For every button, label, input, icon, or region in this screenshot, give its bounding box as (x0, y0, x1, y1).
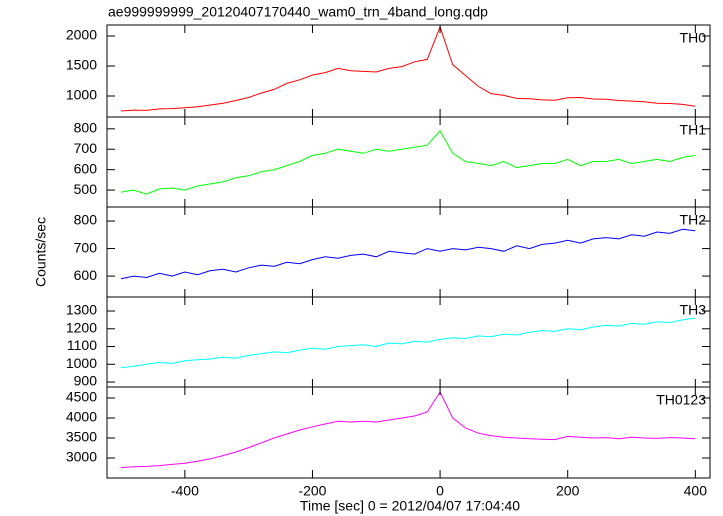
panel-frame (106, 206, 711, 298)
y-axis-label: Counts/sec (33, 217, 49, 287)
chart-title: ae999999999_20120407170440_wam0_trn_4ban… (108, 4, 488, 20)
panel-frame (106, 24, 711, 118)
y-tick-label: 1500 (66, 57, 97, 73)
data-line (120, 25, 696, 112)
x-tick-label: -200 (298, 483, 326, 499)
y-tick-label: 600 (74, 267, 98, 283)
data-line (120, 130, 696, 195)
y-tick-label: 1100 (67, 337, 97, 353)
series-label: TH0 (680, 30, 707, 46)
data-line (120, 317, 696, 369)
y-tick-label: 4500 (66, 389, 97, 405)
y-tick-label: 900 (74, 373, 98, 389)
y-tick-label: 1000 (66, 87, 97, 103)
panel-frame (106, 116, 711, 208)
y-tick-label: 3500 (66, 429, 97, 445)
series-label: TH3 (680, 302, 707, 318)
data-line (120, 390, 696, 469)
series-label: TH2 (680, 212, 707, 228)
y-tick-label: 1000 (66, 355, 97, 371)
y-tick-label: 700 (74, 140, 98, 156)
y-tick-label: 600 (74, 160, 98, 176)
panel-frame (106, 386, 711, 479)
y-tick-label: 800 (74, 120, 98, 136)
x-tick-label: -400 (171, 483, 199, 499)
y-tick-label: 500 (74, 181, 98, 197)
y-tick-label: 700 (74, 239, 98, 255)
series-label: TH0123 (656, 392, 706, 408)
x-axis-label: Time [sec] 0 = 2012/04/07 17:04:40 (300, 498, 520, 514)
data-line (120, 228, 696, 280)
y-tick-label: 1300 (66, 302, 97, 318)
y-tick-label: 2000 (66, 27, 97, 43)
y-tick-label: 4000 (66, 409, 97, 425)
series-label: TH1 (680, 122, 707, 138)
x-tick-label: 0 (436, 483, 444, 499)
y-tick-label: 3000 (66, 449, 97, 465)
y-tick-label: 800 (74, 212, 98, 228)
x-tick-label: 400 (684, 483, 708, 499)
x-tick-label: 200 (556, 483, 580, 499)
y-tick-label: 1200 (66, 319, 97, 335)
